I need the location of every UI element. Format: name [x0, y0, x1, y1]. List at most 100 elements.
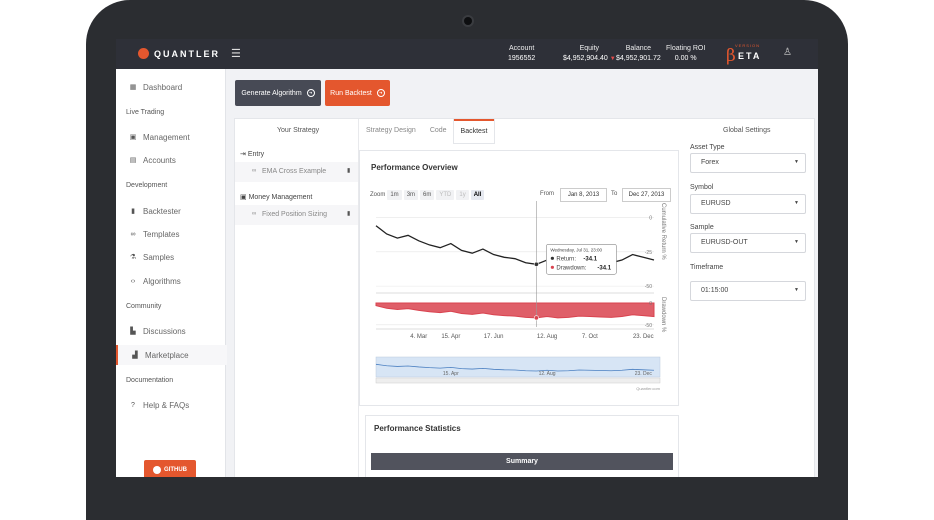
logo-icon: [138, 48, 149, 59]
generate-label: Generate Algorithm: [241, 89, 302, 97]
balance-label: Balance: [625, 45, 652, 52]
sidebar-item-samples[interactable]: ⚗ Samples: [116, 247, 225, 267]
navigator-line: [375, 363, 655, 372]
x-tick-label: 12. Aug: [537, 334, 557, 340]
section-documentation: Documentation: [126, 377, 174, 384]
sidebar-item-label: Discussions: [143, 326, 186, 336]
section-live-trading: Live Trading: [126, 109, 165, 116]
equity-label: Equity: [579, 45, 600, 52]
tooltip-date: Wednesday, Jul 31, 23:00: [550, 247, 602, 252]
editor-tabs: Strategy Design Code Backtest: [359, 119, 495, 143]
sample-select[interactable]: EURUSD-OUT ▼: [690, 233, 806, 253]
beta-symbol: β: [726, 46, 736, 66]
sidebar-item-management[interactable]: ▣ Management: [116, 127, 225, 147]
sidebar-item-discussions[interactable]: ▙ Discussions: [116, 321, 225, 341]
account-label: Account: [508, 45, 535, 52]
asset-type-label: Asset Type: [690, 144, 725, 151]
money-heading: ▣ Money Management: [240, 193, 312, 201]
x-tick-label: 15. Apr: [441, 334, 460, 340]
sidebar-item-templates[interactable]: ∞ Templates: [116, 224, 225, 244]
sidebar-item-label: Samples: [143, 252, 175, 262]
github-button[interactable]: GITHUB: [144, 460, 196, 477]
chevron-down-icon: ▼: [794, 200, 799, 206]
sidebar-item-backtester[interactable]: ▮ Backtester: [116, 201, 225, 221]
zoom-6m-button[interactable]: 6m: [420, 190, 435, 200]
from-date-input[interactable]: Jan 8, 2013: [560, 188, 607, 202]
run-backtest-button[interactable]: Run Backtest ➜: [325, 80, 390, 106]
stats-title: Performance Statistics: [374, 424, 461, 433]
code-icon: ‹›: [130, 277, 136, 285]
sidebar-item-label: Algorithms: [143, 276, 181, 286]
y-axis-title: Cumulative Return %: [660, 203, 666, 260]
chart-tooltip: [546, 244, 617, 275]
dashboard-icon: ▦: [129, 84, 137, 91]
generate-algorithm-button[interactable]: Generate Algorithm ➜: [235, 80, 321, 106]
sidebar-item-label: Backtester: [143, 206, 181, 216]
entry-item-label: EMA Cross Example: [262, 168, 327, 175]
zoom-ytd-button[interactable]: YTD: [436, 190, 455, 200]
balance-value: $4,952,901.72: [616, 55, 661, 62]
tab-strategy-design[interactable]: Strategy Design: [366, 127, 416, 134]
tooltip-drawdown-value: -34.1: [597, 265, 611, 271]
link-icon: ∞: [252, 168, 257, 174]
performance-statistics-card: Performance Statistics Summary: [365, 415, 679, 477]
zoom-1m-button[interactable]: 1m: [387, 190, 402, 200]
y-tick-label: 0: [649, 215, 652, 221]
asset-type-select[interactable]: Forex ▼: [690, 153, 806, 173]
sidebar-item-label: Templates: [143, 229, 180, 239]
performance-chart[interactable]: 0 -25 -50 0 -50 Cumulative Return % Drawdown %…: [360, 195, 678, 405]
chevron-down-icon: ▼: [794, 239, 799, 245]
entry-label: Entry: [247, 151, 265, 158]
github-icon: [153, 465, 161, 474]
drawdown-area: [375, 302, 655, 319]
comments-icon: ▙: [130, 328, 136, 335]
zoom-all-button[interactable]: All: [470, 190, 485, 200]
beta-text: ETA: [738, 51, 762, 61]
entry-item[interactable]: ∞ EMA Cross Example ▮: [235, 162, 358, 182]
sidebar-item-label: Marketplace: [145, 350, 189, 360]
github-label: GITHUB: [164, 466, 187, 473]
tooltip-return-label: Return:: [556, 256, 576, 262]
money-item[interactable]: ∞ Fixed Position Sizing ▮: [235, 205, 358, 225]
edit-icon[interactable]: ▮: [347, 211, 351, 217]
x-tick-label: 4. Mar: [410, 334, 427, 340]
link-icon: ∞: [252, 211, 257, 217]
edit-icon[interactable]: ▮: [347, 168, 351, 174]
camera-icon: [464, 17, 472, 25]
tab-backtest[interactable]: Backtest: [453, 119, 495, 143]
chevron-down-icon: ▼: [794, 287, 799, 293]
management-icon: ▣: [129, 134, 137, 141]
navigator-tick-label: 23. Dec: [635, 371, 653, 377]
sidebar-item-dashboard[interactable]: ▦ Dashboard: [116, 77, 225, 97]
x-tick-label: 23. Dec: [633, 334, 654, 340]
timeframe-value: 01:15:00: [701, 287, 729, 294]
sidebar-item-help[interactable]: ? Help & FAQs: [116, 395, 225, 415]
money-label: Money Management: [248, 194, 313, 201]
money-item-label: Fixed Position Sizing: [262, 211, 327, 218]
strategy-title: Your Strategy: [277, 127, 320, 134]
zoom-3m-button[interactable]: 3m: [403, 190, 419, 200]
symbol-value: EURUSD: [701, 200, 731, 207]
app-screen: QUANTLER ☰ Account 1956552 Equity $4,952…: [116, 39, 818, 477]
timeframe-label: Timeframe: [690, 264, 724, 271]
zoom-1y-button[interactable]: 1y: [456, 190, 469, 200]
to-date-input[interactable]: Dec 27, 2013: [622, 188, 671, 202]
tab-code[interactable]: Code: [429, 127, 447, 134]
performance-overview-card: Performance Overview Zoom 1m 3m 6m YTD 1…: [359, 150, 679, 406]
summary-header[interactable]: Summary: [371, 453, 673, 470]
zoom-label: Zoom: [370, 192, 386, 198]
caret-down-icon: ▼: [609, 56, 616, 62]
menu-icon[interactable]: ☰: [231, 48, 241, 60]
timeframe-select[interactable]: 01:15:00 ▼: [690, 281, 806, 301]
question-icon: ?: [131, 401, 135, 409]
sample-value: EURUSD-OUT: [701, 239, 748, 246]
from-label: From: [540, 191, 554, 197]
sidebar-item-marketplace[interactable]: ▟ Marketplace: [116, 345, 227, 365]
sidebar-item-algorithms[interactable]: ‹› Algorithms: [116, 271, 225, 291]
entry-icon: ⇥: [240, 151, 248, 158]
brand-logo[interactable]: QUANTLER: [138, 48, 220, 59]
user-icon[interactable]: ♙: [783, 47, 792, 58]
symbol-select[interactable]: EURUSD ▼: [690, 194, 806, 214]
sidebar-item-accounts[interactable]: ▤ Accounts: [116, 150, 225, 170]
section-community: Community: [126, 303, 162, 310]
